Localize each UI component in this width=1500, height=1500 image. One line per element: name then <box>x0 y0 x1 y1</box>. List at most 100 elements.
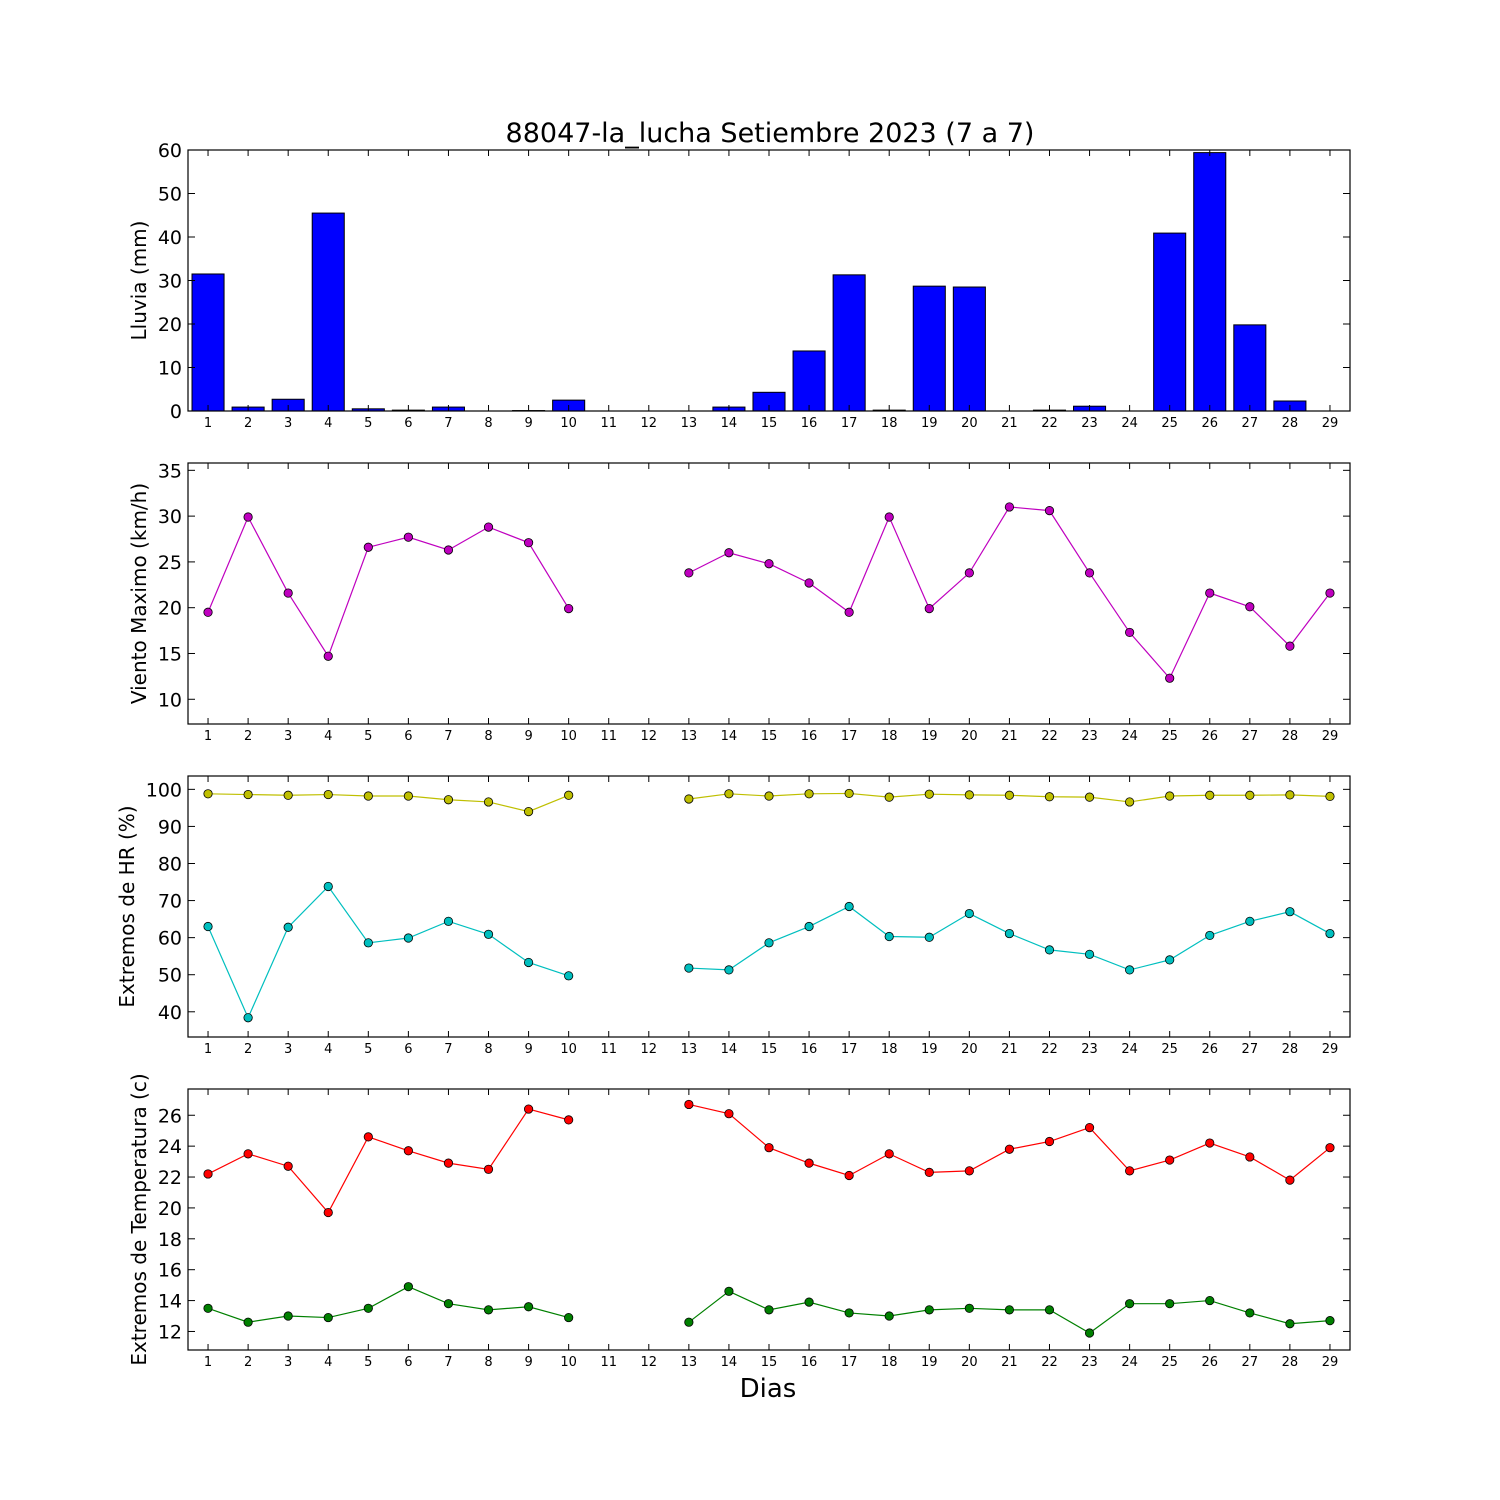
wind-point <box>1285 641 1295 651</box>
x-tick-label: 11 <box>600 729 617 744</box>
temp-min-point <box>1325 1316 1335 1326</box>
y-tick-label: 80 <box>158 853 182 875</box>
y-tick-label: 18 <box>158 1229 182 1251</box>
x-tick-label: 10 <box>560 729 577 744</box>
hr-min-point <box>483 929 494 939</box>
wind-point <box>203 607 213 617</box>
x-tick-label: 11 <box>600 416 617 431</box>
x-tick-label: 25 <box>1161 1042 1178 1057</box>
wind-point <box>564 604 574 614</box>
rain-bar <box>912 285 946 412</box>
x-tick-label: 21 <box>1001 729 1018 744</box>
temp-min-line <box>207 1286 569 1323</box>
x-tick-label: 15 <box>761 1042 778 1057</box>
x-tick-label: 9 <box>524 1042 532 1057</box>
x-tick-label: 16 <box>801 1042 818 1057</box>
y-tick-label: 40 <box>158 1002 182 1024</box>
y-tick-label: 14 <box>158 1291 182 1313</box>
hr-max-point <box>804 789 814 799</box>
x-tick-label: 3 <box>284 1355 292 1370</box>
x-tick-label: 28 <box>1282 729 1299 744</box>
x-tick-label: 3 <box>284 729 292 744</box>
x-tick-label: 2 <box>244 416 252 431</box>
y-axis-label: Viento Maximo (km/h) <box>127 483 151 704</box>
x-tick-label: 21 <box>1001 416 1018 431</box>
y-tick-label: 30 <box>158 506 182 528</box>
temp-min-point <box>363 1303 373 1313</box>
y-tick-label: 70 <box>158 891 182 913</box>
wind-point <box>1165 673 1175 683</box>
wind-point <box>483 522 494 532</box>
y-tick-label: 90 <box>158 816 182 838</box>
wind-point <box>323 651 333 661</box>
hr-min-point <box>804 921 814 932</box>
x-tick-label: 24 <box>1121 1355 1138 1370</box>
temp-min-point <box>1245 1308 1255 1318</box>
x-tick-label: 25 <box>1161 1355 1178 1370</box>
temp-min-point <box>724 1286 734 1296</box>
wind-point <box>243 512 253 522</box>
x-tick-label: 17 <box>841 1042 858 1057</box>
y-axis-label: Extremos de HR (%) <box>115 805 139 1007</box>
x-tick-label: 19 <box>921 416 938 431</box>
temp-max-point <box>724 1109 734 1119</box>
temp-min-point <box>764 1305 774 1315</box>
hr-max-point <box>483 797 494 807</box>
x-tick-label: 9 <box>524 416 532 431</box>
temp-min-point <box>844 1308 854 1318</box>
hr-max-point <box>1325 791 1335 801</box>
wind-point <box>804 578 814 588</box>
x-tick-label: 10 <box>560 416 577 431</box>
y-tick-label: 26 <box>158 1105 182 1127</box>
x-tick-label: 27 <box>1242 729 1259 744</box>
hr-max-point <box>1084 792 1095 802</box>
hr-min-point <box>924 932 934 942</box>
temp-min-point <box>1084 1328 1095 1338</box>
x-tick-label: 18 <box>881 416 898 431</box>
hr-max-point <box>203 789 213 799</box>
hr-max-point <box>243 789 253 800</box>
temp-max-point <box>884 1149 894 1159</box>
x-tick-label: 14 <box>721 416 738 431</box>
y-tick-label: 16 <box>158 1260 182 1282</box>
x-tick-label: 18 <box>881 729 898 744</box>
temp-min-point <box>1205 1295 1215 1306</box>
wind-point <box>964 568 974 578</box>
temp-max-point <box>323 1207 333 1218</box>
x-tick-label: 4 <box>324 416 332 431</box>
x-tick-label: 20 <box>961 1355 978 1370</box>
temp-max-point <box>1325 1143 1335 1153</box>
x-tick-label: 24 <box>1121 729 1138 744</box>
x-tick-label: 4 <box>324 729 332 744</box>
x-tick-label: 3 <box>284 1042 292 1057</box>
wind-point <box>443 545 454 555</box>
temp-max-point <box>1004 1144 1015 1154</box>
hr-min-point <box>1325 928 1335 939</box>
x-tick-label: 23 <box>1081 1355 1098 1370</box>
hr-max-line <box>208 793 569 813</box>
y-tick-label: 25 <box>158 552 182 574</box>
y-tick-label: 60 <box>158 140 182 162</box>
x-tick-label: 13 <box>681 1355 698 1370</box>
temp-min-point <box>403 1282 413 1292</box>
temp-max-point <box>403 1146 413 1156</box>
x-tick-label: 13 <box>681 729 698 744</box>
y-tick-label: 50 <box>158 965 182 987</box>
hr-max-point <box>323 789 333 800</box>
hr-min-point <box>243 1013 253 1023</box>
wind-point <box>724 548 734 558</box>
x-tick-label: 27 <box>1242 416 1259 431</box>
x-tick-label: 21 <box>1001 1355 1018 1370</box>
hr-min-point <box>1285 907 1295 917</box>
x-tick-label: 2 <box>244 729 252 744</box>
x-tick-label: 4 <box>324 1042 332 1057</box>
temp-max-point <box>483 1164 494 1174</box>
y-tick-label: 10 <box>158 689 182 711</box>
x-tick-label: 25 <box>1161 416 1178 431</box>
x-tick-label: 8 <box>484 416 492 431</box>
hr-max-point <box>1044 792 1055 802</box>
hr-max-point <box>1004 790 1015 800</box>
hr-max-point <box>684 794 694 804</box>
